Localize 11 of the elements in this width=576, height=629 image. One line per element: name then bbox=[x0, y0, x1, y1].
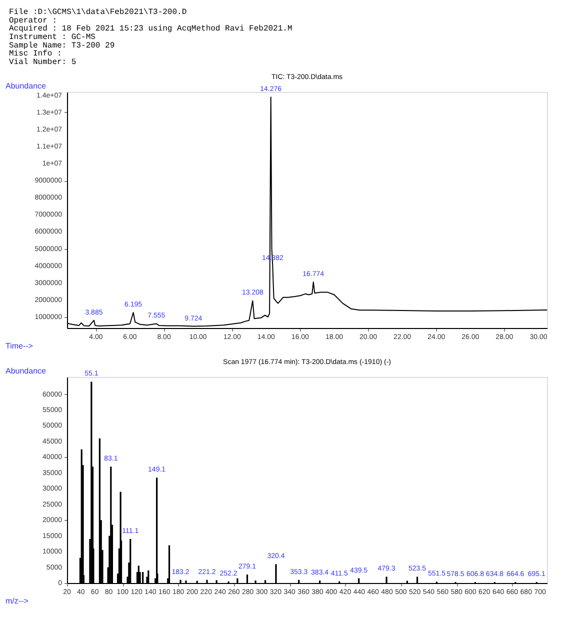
text: File :D:\GCMS\1\data\Feb2021\T3-200.D bbox=[9, 8, 187, 18]
text: Instrument : GC-MS bbox=[9, 33, 96, 42]
text: Vial Number: 5 bbox=[9, 58, 76, 67]
text: Misc Info : bbox=[9, 50, 62, 59]
x-axis-title: Time--> bbox=[6, 342, 34, 350]
text: Acquired : 18 Feb 2021 15:23 using AcqMethod Ravi Feb2021.M bbox=[9, 24, 292, 34]
y-axis-title: Abundance bbox=[6, 366, 47, 376]
x-axis-title: m/z--> bbox=[6, 596, 29, 606]
y-axis-title: Abundance bbox=[6, 82, 47, 90]
text: Operator : bbox=[9, 16, 58, 26]
text: Sample Name: T3-200 29 bbox=[9, 41, 115, 50]
